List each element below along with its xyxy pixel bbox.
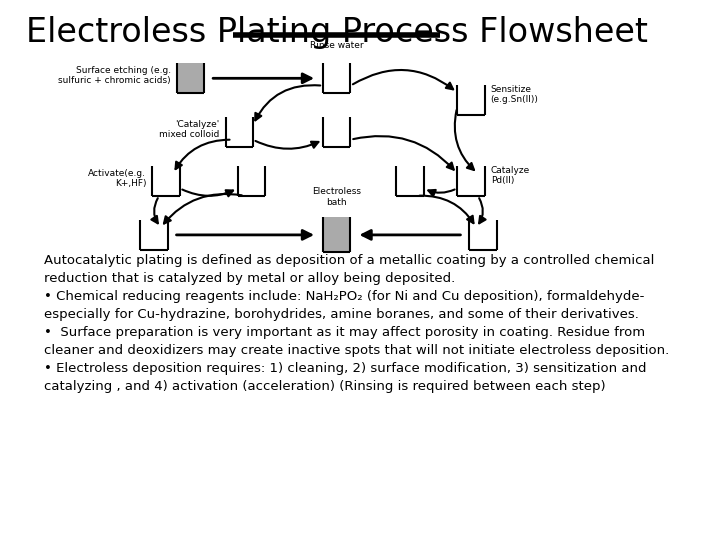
FancyArrowPatch shape [182, 190, 233, 197]
Text: Electroless
bath: Electroless bath [312, 187, 361, 206]
FancyArrowPatch shape [256, 141, 318, 148]
Text: Autocatalytic plating is defined as deposition of a metallic coating by a contro: Autocatalytic plating is defined as depo… [44, 254, 670, 393]
Text: Surface etching (e.g.
sulfuric + chromic acids): Surface etching (e.g. sulfuric + chromic… [58, 66, 171, 85]
Text: Activate(e.g.
K+,HF): Activate(e.g. K+,HF) [89, 168, 146, 188]
Text: Electroless Plating Process Flowsheet: Electroless Plating Process Flowsheet [26, 16, 648, 49]
FancyArrowPatch shape [353, 70, 453, 89]
FancyArrowPatch shape [151, 198, 158, 223]
Text: Sensitize
(e.g.Sn(II)): Sensitize (e.g.Sn(II)) [491, 85, 539, 104]
FancyArrowPatch shape [420, 195, 474, 223]
FancyArrowPatch shape [428, 190, 454, 196]
FancyArrowPatch shape [164, 194, 242, 224]
Text: 'Catalyze'
mixed colloid: 'Catalyze' mixed colloid [159, 120, 220, 139]
FancyArrowPatch shape [455, 110, 474, 170]
Text: Catalyze
Pd(II): Catalyze Pd(II) [491, 166, 530, 185]
Polygon shape [323, 217, 351, 252]
FancyArrowPatch shape [176, 140, 230, 169]
FancyArrowPatch shape [354, 136, 454, 170]
Polygon shape [176, 64, 204, 93]
FancyArrowPatch shape [479, 198, 485, 223]
Text: Rinse water: Rinse water [310, 41, 364, 50]
FancyArrowPatch shape [256, 85, 320, 120]
